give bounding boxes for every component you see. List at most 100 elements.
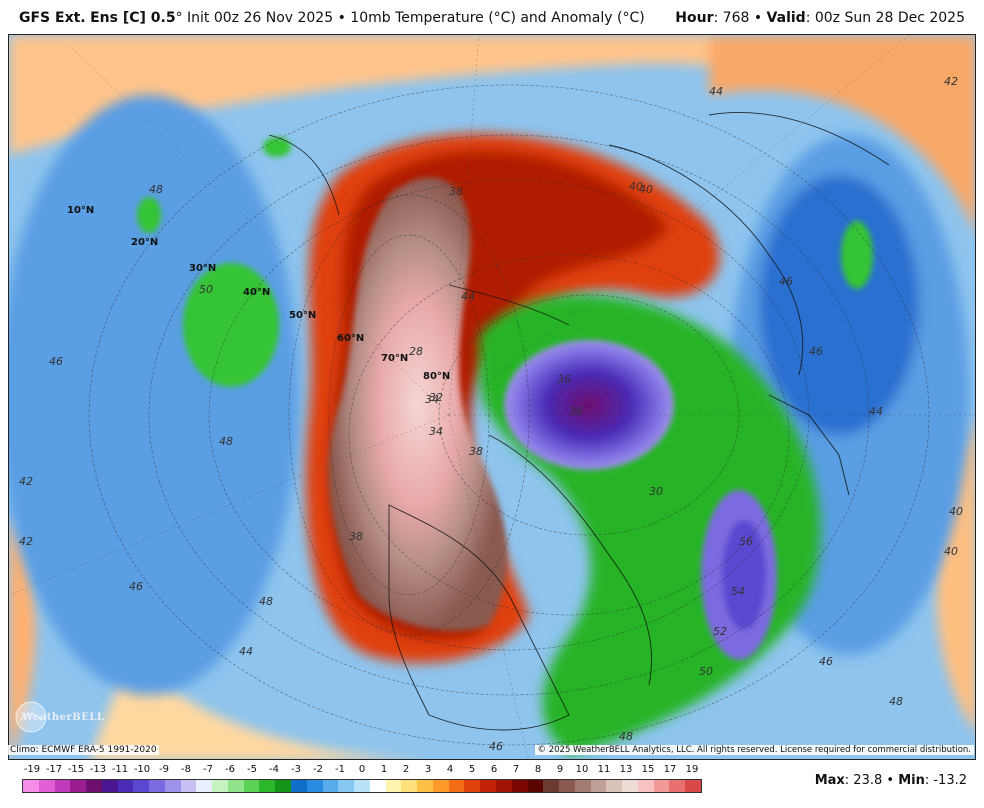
contour-label: 42 xyxy=(19,475,33,488)
contour-label-group: 46 48 50 48 42 44 42 48 46 44 42 40 40 3… xyxy=(19,75,963,753)
max-value: : 23.8 • xyxy=(844,773,899,788)
colorbar-swatch xyxy=(212,780,228,792)
valid-label: Valid xyxy=(766,10,806,26)
contour-label: 48 xyxy=(149,183,163,196)
colorbar-swatch xyxy=(227,780,244,792)
min-value: : -13.2 xyxy=(924,773,967,788)
colorbar-swatch xyxy=(527,780,544,792)
anomaly-map: 46 48 50 48 42 44 42 48 46 44 42 40 40 3… xyxy=(9,35,975,759)
coastlines xyxy=(268,112,890,731)
init-text: Init 00z 26 Nov 2025 • 10mb Temperature … xyxy=(182,10,645,26)
colorbar xyxy=(22,779,702,793)
colorbar-labels: -19 -17 -15 -13 -11 -10 -9 -8 -7 -6 -5 -4 -3 -2 -1 0 1 2 3… xyxy=(22,764,702,778)
latitude-label: 80°N xyxy=(423,371,451,382)
contour-label: 44 xyxy=(239,645,253,658)
colorbar-swatch xyxy=(354,780,370,792)
colorbar-swatch xyxy=(559,780,575,792)
colorbar-swatch xyxy=(259,780,276,792)
colorbar-swatch xyxy=(369,780,386,792)
graticule xyxy=(9,35,975,759)
contour-label: 46 xyxy=(489,740,503,753)
max-label: Max xyxy=(814,773,845,788)
latitude-label: 20°N xyxy=(131,237,159,248)
colorbar-swatch xyxy=(243,780,260,792)
contour-label: 40 xyxy=(639,183,653,196)
latitude-label: 40°N xyxy=(243,287,271,298)
valid-time: Hour: 768 • Valid: 00z Sun 28 Dec 2025 xyxy=(675,10,965,26)
colorbar-swatch xyxy=(448,780,465,792)
max-min-readout: Max: 23.8 • Min: -13.2 xyxy=(815,773,967,788)
colorbar-swatch xyxy=(275,780,292,792)
colorbar-swatch xyxy=(669,780,686,792)
colorbar-label: -8 xyxy=(181,764,191,775)
map-panel: 46 48 50 48 42 44 42 48 46 44 42 40 40 3… xyxy=(8,34,976,760)
colorbar-swatch xyxy=(306,780,323,792)
colorbar-label: -3 xyxy=(291,764,301,775)
contour-label: 52 xyxy=(713,625,727,638)
colorbar-label: -11 xyxy=(111,764,129,775)
colorbar-swatch xyxy=(511,780,528,792)
contour-label: 48 xyxy=(889,695,903,708)
contour-label: 32 xyxy=(429,391,443,404)
colorbar-label: -4 xyxy=(269,764,279,775)
colorbar-swatch xyxy=(685,780,701,792)
colorbar-swatch xyxy=(622,780,638,792)
colorbar-swatch xyxy=(133,780,150,792)
contour-label: 34 xyxy=(429,425,443,438)
colorbar-swatch xyxy=(322,780,339,792)
colorbar-label: -5 xyxy=(247,764,257,775)
colorbar-label: -6 xyxy=(225,764,235,775)
colorbar-swatch xyxy=(432,780,449,792)
colorbar-swatch xyxy=(637,780,654,792)
model-ensemble: Ens [C] 0.5 xyxy=(90,10,176,26)
colorbar-swatch xyxy=(464,780,481,792)
colorbar-label: 0 xyxy=(358,764,366,775)
contour-label: 36 xyxy=(557,373,571,386)
header: GFS Ext. Ens [C] 0.5° Init 00z 26 Nov 20… xyxy=(0,0,984,34)
copyright-note: © 2025 WeatherBELL Analytics, LLC. All r… xyxy=(534,745,974,755)
colorbar-label: 17 xyxy=(663,764,677,775)
contour-label: 38 xyxy=(449,185,463,198)
contour-label: 44 xyxy=(461,290,475,303)
contour-label: 34 xyxy=(425,393,439,406)
latitude-label: 70°N xyxy=(381,353,409,364)
contour-label: 38 xyxy=(469,445,483,458)
colorbar-swatch xyxy=(164,780,181,792)
contour-label: 56 xyxy=(739,535,753,548)
contour-label: 46 xyxy=(779,275,793,288)
colorbar-swatch xyxy=(70,780,87,792)
contour-label: 28 xyxy=(409,345,423,358)
colorbar-swatch xyxy=(101,780,118,792)
contour-label: 48 xyxy=(259,595,273,608)
contour-label: 40 xyxy=(949,505,963,518)
colorbar-label: 6 xyxy=(490,764,498,775)
logo-wordmark: WeatherBELL xyxy=(22,712,105,723)
colorbar-swatch xyxy=(606,780,623,792)
climo-note: Climo: ECMWF ERA-5 1991-2020 xyxy=(8,745,159,755)
colorbar-label: 9 xyxy=(556,764,564,775)
contour-label: 46 xyxy=(819,655,833,668)
colorbar-label: -9 xyxy=(159,764,169,775)
latitude-label: 10°N xyxy=(67,205,95,216)
contour-label: 54 xyxy=(731,585,745,598)
contour-label: 50 xyxy=(199,283,213,296)
colorbar-swatch xyxy=(23,780,39,792)
cold-core xyxy=(504,340,777,660)
colorbar-label: -19 xyxy=(23,764,41,775)
contour-label: 44 xyxy=(869,405,883,418)
colorbar-label: 7 xyxy=(512,764,520,775)
contour-label: 48 xyxy=(619,730,633,743)
colorbar-swatch xyxy=(480,780,496,792)
outer-warm-rim xyxy=(9,35,975,759)
min-label: Min xyxy=(898,773,925,788)
colorbar-label: -1 xyxy=(335,764,345,775)
colorbar-label: 5 xyxy=(468,764,476,775)
colorbar-swatch xyxy=(385,780,402,792)
colorbar-swatch xyxy=(180,780,197,792)
hour-label: Hour xyxy=(675,10,714,26)
contour-label: 42 xyxy=(944,75,958,88)
valid-value: : 00z Sun 28 Dec 2025 xyxy=(805,10,965,26)
contour-label: 40 xyxy=(944,545,958,558)
colorbar-label: 3 xyxy=(424,764,432,775)
hour-value: : 768 • xyxy=(713,10,767,26)
